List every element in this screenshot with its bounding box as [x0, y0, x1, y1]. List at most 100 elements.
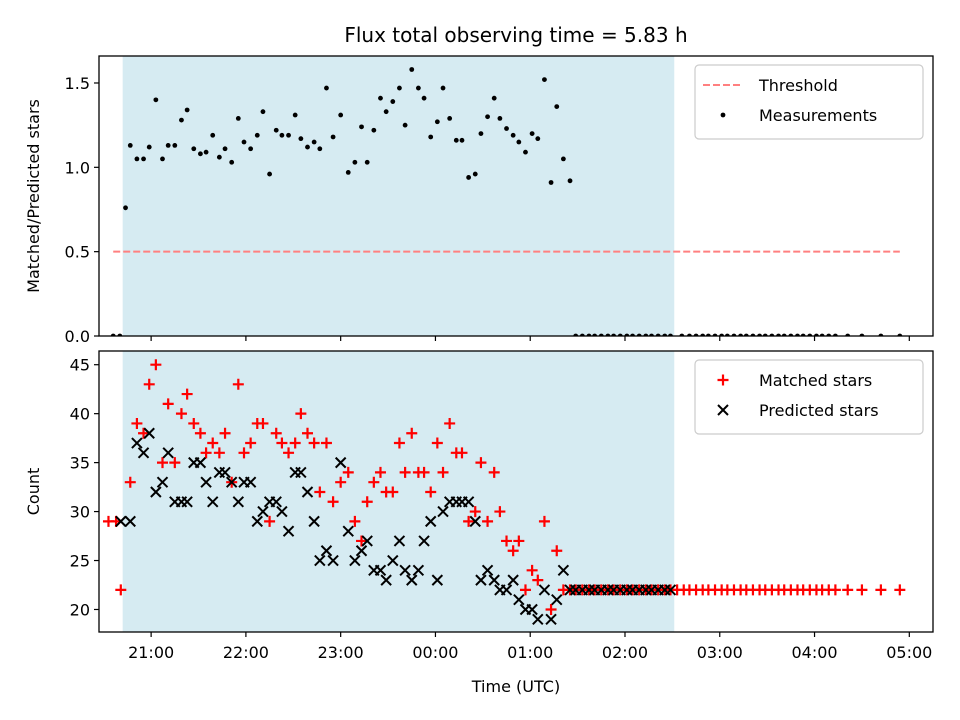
legend-box	[694, 359, 924, 435]
legend: Threshold Measurements	[694, 64, 924, 140]
measurement-point	[123, 205, 128, 211]
predicted-star-point	[295, 466, 307, 479]
matched-star-point	[387, 486, 399, 498]
predicted-star-point	[124, 515, 136, 528]
matched-star-point	[456, 447, 468, 459]
y-tick-label: 35	[70, 454, 90, 473]
predicted-star-point	[475, 574, 487, 586]
measurement-point	[127, 142, 133, 148]
predicted-star-point	[143, 427, 155, 439]
matched-star-point	[374, 466, 386, 478]
measurement-point	[191, 146, 197, 152]
matched-star-point	[551, 545, 563, 557]
predicted-star-point	[334, 456, 347, 469]
measurement-point	[165, 142, 171, 148]
measurement-point	[485, 114, 490, 120]
legend: Matched stars Predicted stars	[694, 359, 924, 435]
predicted-star-point	[538, 584, 551, 596]
legend-box	[694, 64, 924, 140]
matched-star-point	[342, 466, 354, 478]
measurement-point	[434, 119, 440, 125]
measurement-point	[542, 77, 547, 83]
matched-star-point	[219, 427, 231, 439]
measurement-point	[472, 171, 478, 177]
measurement-point	[459, 137, 465, 143]
matched-star-point	[175, 408, 187, 420]
matched-star-point	[257, 417, 269, 429]
measurement-point	[345, 169, 351, 175]
matched-star-point	[425, 486, 437, 498]
matched-star-point	[162, 398, 174, 410]
matched-star-point	[143, 378, 155, 390]
matched-star-point	[308, 437, 320, 449]
predicted-star-point	[437, 505, 449, 518]
matched-star-point	[264, 515, 276, 527]
predicted-star-point	[156, 476, 169, 488]
y-tick-label: 30	[70, 503, 90, 522]
axes-frame	[98, 55, 934, 337]
matched-star-point	[194, 427, 206, 439]
measurement-point	[409, 67, 415, 72]
matched-star-point	[545, 603, 557, 615]
measurement-point	[153, 97, 159, 103]
matched-star-point	[138, 427, 150, 439]
matched-star-point	[276, 437, 288, 449]
matched-star-point	[482, 515, 494, 527]
measurement-point	[491, 95, 497, 101]
predicted-star-point	[251, 515, 263, 528]
matched-star-point	[356, 535, 368, 547]
matched-star-point	[513, 535, 525, 547]
matched-star-point	[124, 476, 136, 488]
measurement-point	[453, 137, 459, 143]
matched-star-point	[150, 359, 162, 371]
top-panel: 0.0 0.5 1.0 1.5 Matched/Predicted stars Thres…	[24, 55, 934, 346]
matched-star-point	[469, 506, 481, 518]
matched-star-point	[488, 466, 500, 478]
matched-star-point	[418, 466, 430, 478]
predicted-star-point	[406, 574, 418, 586]
x-tick-label: 02:00	[602, 643, 648, 662]
matched-star-point	[270, 427, 282, 439]
predicted-star-point	[301, 486, 314, 498]
x-tick-label: 21:00	[128, 643, 174, 662]
x-tick-label: 01:00	[507, 643, 553, 662]
measurement-point	[203, 149, 209, 155]
bottom-panel: 20 25 30 35 40 45 21:00 22:00 23:00 00:00 01:00 02:…	[24, 350, 934, 696]
matched-star-point	[232, 378, 244, 390]
measurement-point	[330, 134, 336, 140]
figure-title: Flux total observing time = 5.83 h	[344, 23, 687, 47]
measurement-point	[428, 134, 434, 140]
predicted-star-point	[115, 515, 127, 528]
y-tick-label: 1.5	[65, 74, 90, 93]
predicted-star-point	[507, 574, 519, 586]
matched-star-point	[532, 574, 544, 586]
measurement-point	[415, 85, 421, 91]
measurement-point	[324, 85, 329, 91]
measurement-point	[440, 85, 446, 91]
matched-star-point	[169, 457, 181, 469]
x-axis-label: Time (UTC)	[471, 677, 560, 696]
matched-star-point	[327, 496, 339, 508]
matched-star-point	[519, 584, 531, 596]
y-tick-label: 1.0	[65, 158, 90, 177]
measurement-point	[229, 159, 235, 165]
measurement-point	[535, 136, 541, 142]
measurement-point	[497, 116, 503, 121]
matched-star-point	[406, 427, 418, 439]
matched-star-point	[507, 545, 519, 557]
legend-label: Measurements	[759, 106, 877, 125]
measurement-point	[510, 132, 516, 138]
measurement-point	[146, 144, 152, 150]
series-1	[115, 427, 677, 625]
predicted-star-point	[557, 564, 570, 577]
x-tick-label: 23:00	[318, 643, 364, 662]
matched-star-point	[875, 584, 887, 596]
legend-swatch-matched	[717, 374, 729, 386]
measurement-point	[267, 171, 272, 177]
predicted-star-point	[500, 584, 513, 596]
y-tick-label: 0.0	[65, 327, 90, 346]
matched-star-point	[475, 457, 487, 469]
matched-star-point	[245, 437, 257, 449]
predicted-star-point	[194, 456, 207, 469]
